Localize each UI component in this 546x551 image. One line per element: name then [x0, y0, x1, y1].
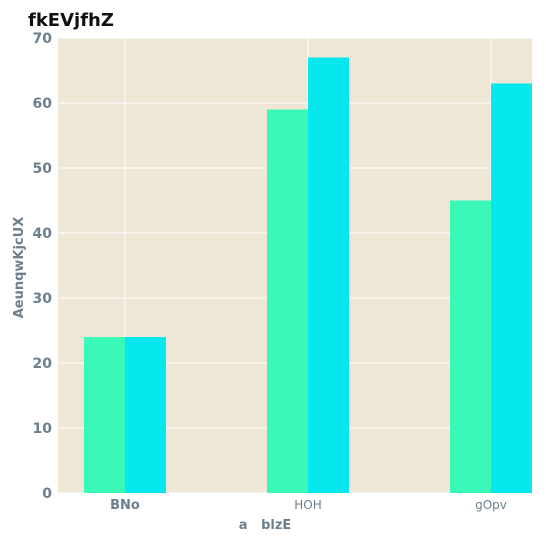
y-tick-label: 10: [33, 421, 53, 437]
x-tick-label-HOH: HOH: [294, 498, 322, 512]
bar-series-2-BNo: [125, 337, 166, 493]
bar-series-2-gOpv: [491, 83, 532, 493]
x-tick-label-gOpv: gOpv: [475, 498, 507, 512]
y-axis-label: AeunqwKjcUX: [12, 217, 27, 319]
bar-series-1-gOpv: [450, 200, 491, 493]
y-tick-label: 50: [33, 161, 53, 177]
y-tick-label: 40: [33, 226, 53, 242]
y-tick-label: 0: [42, 486, 52, 502]
y-tick-label: 30: [33, 291, 53, 307]
chart-title: fkEVjfhZ: [28, 10, 114, 31]
x-tick-label-BNo: BNo: [110, 498, 140, 513]
y-tick-label: 60: [33, 96, 53, 112]
x-axis-label: a blzE: [239, 518, 292, 533]
bar-series-2-HOH: [308, 57, 349, 493]
bar-series-1-HOH: [267, 109, 308, 493]
y-tick-label: 20: [33, 356, 53, 372]
bar-series-1-BNo: [84, 337, 125, 493]
y-tick-label: 70: [33, 31, 53, 47]
